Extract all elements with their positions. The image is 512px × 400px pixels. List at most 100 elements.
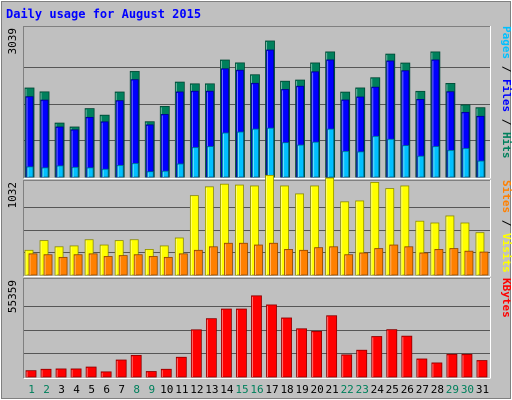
bar-kbytes-day-4: [70, 368, 82, 378]
legend-top-part-4: Hits: [500, 132, 512, 159]
bar-kbytes-day-14: [221, 308, 232, 378]
bar-sites-day-31: [479, 251, 489, 276]
bar-sites-day-23: [359, 252, 369, 276]
day-label-25: 25: [386, 383, 399, 396]
bar-pages-day-30: [462, 148, 470, 178]
bar-kbytes-day-13: [205, 318, 217, 378]
day-label-5: 5: [88, 383, 95, 396]
bar-sites-day-9: [148, 256, 158, 276]
panel-middle-max-label: 1032: [6, 182, 19, 209]
bar-pages-day-2: [41, 167, 49, 178]
bar-sites-day-11: [178, 253, 188, 276]
panel-middle: 1032 Sites / Visits: [6, 174, 512, 277]
day-label-24: 24: [371, 383, 385, 396]
bar-sites-day-28: [434, 249, 444, 276]
bar-kbytes-day-19: [296, 328, 307, 378]
bar-pages-day-11: [176, 163, 184, 178]
bar-sites-day-25: [389, 244, 399, 276]
day-label-2: 2: [43, 383, 50, 396]
day-label-22: 22: [341, 383, 354, 396]
bar-kbytes-day-22: [341, 354, 353, 378]
bar-pages-day-9: [146, 171, 154, 178]
day-label-4: 4: [73, 383, 80, 396]
day-label-26: 26: [401, 383, 414, 396]
bar-sites-day-8: [133, 254, 143, 276]
bar-sites-day-5: [88, 253, 98, 276]
bar-sites-day-29: [449, 248, 459, 276]
x-axis-day-labels: 1 2 3 4 5 6 7 8 9 10 11 12 13 14 15 16 17 18 19 20 21 22 23 24 2…: [28, 383, 489, 396]
bar-kbytes-day-29: [446, 353, 458, 378]
legend-top-part-3: /: [500, 112, 512, 132]
bar-pages-day-7: [116, 164, 124, 178]
bar-kbytes-day-11: [175, 356, 187, 378]
day-label-18: 18: [280, 383, 293, 396]
bar-sites-day-30: [464, 250, 474, 276]
bar-sites-day-15: [239, 242, 248, 276]
bar-kbytes-day-31: [476, 360, 488, 378]
bar-kbytes-day-26: [401, 335, 413, 378]
panel-top-legend: Pages / Files / Hits: [500, 26, 512, 159]
bar-pages-day-6: [101, 168, 109, 178]
bar-pages-day-27: [417, 155, 425, 178]
day-label-9: 9: [148, 383, 155, 396]
bar-kbytes-day-21: [326, 315, 338, 378]
bar-sites-day-12: [193, 249, 203, 276]
day-label-17: 17: [265, 383, 278, 396]
bar-pages-day-26: [402, 145, 410, 178]
bar-pages-day-25: [387, 138, 395, 178]
bar-kbytes-day-28: [431, 362, 443, 378]
bar-pages-day-20: [312, 141, 320, 178]
bar-kbytes-day-24: [371, 336, 383, 378]
bar-kbytes-day-18: [281, 317, 292, 378]
bar-pages-day-19: [297, 144, 304, 178]
day-label-21: 21: [326, 383, 339, 396]
chart-title: Daily usage for August 2015: [6, 7, 201, 21]
day-label-15: 15: [235, 383, 248, 396]
bar-sites-day-4: [73, 254, 83, 276]
bar-sites-day-21: [329, 246, 339, 276]
day-label-31: 31: [476, 383, 489, 396]
panel-top: 3039 Pages / Files / Hits: [6, 26, 512, 179]
bar-kbytes-day-7: [115, 359, 127, 378]
bar-pages-day-15: [237, 131, 244, 178]
bar-kbytes-day-1: [25, 370, 37, 378]
bar-kbytes-day-16: [251, 295, 262, 378]
day-label-20: 20: [311, 383, 324, 396]
bar-sites-day-26: [404, 246, 414, 276]
bar-sites-day-2: [43, 254, 53, 276]
bar-pages-day-3: [56, 165, 64, 178]
legend-middle-part-1: /: [500, 213, 512, 233]
bar-sites-day-13: [208, 246, 218, 276]
bar-pages-day-10: [161, 170, 169, 178]
bar-pages-day-18: [282, 142, 289, 178]
panel-top-max-label: 3039: [6, 28, 19, 55]
bar-sites-day-17: [269, 242, 278, 276]
day-label-10: 10: [160, 383, 173, 396]
bar-pages-day-13: [206, 146, 214, 178]
bar-sites-day-19: [299, 249, 308, 276]
bar-pages-day-8: [131, 163, 139, 178]
bar-sites-day-22: [344, 254, 354, 276]
panel-middle-legend: Sites / Visits: [500, 180, 512, 273]
bar-pages-day-22: [342, 150, 350, 178]
bar-kbytes-day-5: [85, 366, 97, 378]
bar-sites-day-7: [118, 255, 128, 276]
bar-kbytes-day-12: [190, 329, 202, 378]
bar-kbytes-day-3: [55, 368, 67, 378]
bar-sites-day-14: [224, 242, 233, 276]
day-label-8: 8: [133, 383, 140, 396]
bar-pages-day-14: [222, 132, 229, 178]
bar-pages-day-31: [477, 160, 485, 178]
bar-pages-day-5: [86, 167, 94, 178]
bar-pages-day-24: [372, 135, 380, 178]
day-label-6: 6: [103, 383, 110, 396]
day-label-30: 30: [461, 383, 474, 396]
bar-pages-day-21: [327, 128, 335, 178]
legend-middle-part-2: Visits: [500, 233, 512, 273]
bar-pages-day-4: [71, 166, 79, 178]
bar-sites-day-20: [314, 247, 324, 276]
bar-kbytes-day-8: [130, 354, 142, 378]
